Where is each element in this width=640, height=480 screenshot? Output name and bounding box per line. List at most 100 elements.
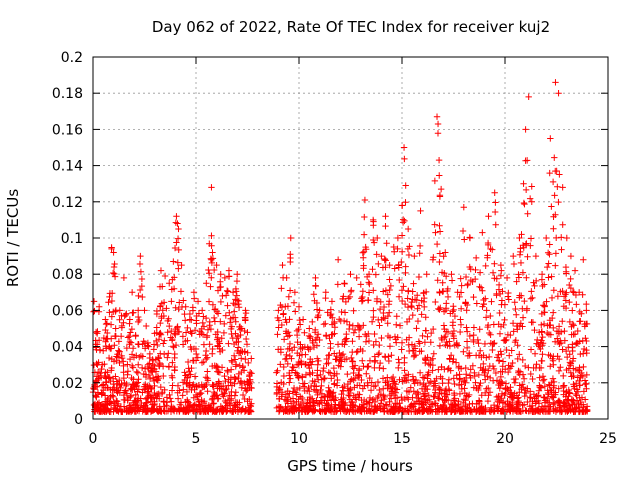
data-point <box>559 221 566 228</box>
data-point <box>511 379 519 386</box>
data-point <box>205 266 212 274</box>
data-point <box>106 309 113 316</box>
data-point <box>370 287 377 294</box>
data-point <box>286 408 293 415</box>
data-point <box>147 408 155 415</box>
data-point <box>543 298 550 305</box>
data-point <box>436 342 444 349</box>
data-point <box>517 259 525 267</box>
data-point <box>351 375 359 382</box>
data-point <box>583 403 591 410</box>
data-point <box>169 343 177 350</box>
data-point <box>229 289 237 296</box>
data-point <box>552 250 560 257</box>
data-point <box>110 393 117 400</box>
data-point <box>564 406 571 413</box>
data-point <box>338 352 345 359</box>
data-point <box>492 199 499 206</box>
data-point <box>576 377 583 385</box>
data-point <box>214 363 221 371</box>
data-point <box>109 375 117 382</box>
data-point <box>541 302 548 309</box>
data-point <box>101 360 108 368</box>
data-point <box>485 367 492 374</box>
data-point <box>416 369 424 376</box>
data-point <box>234 333 242 340</box>
data-point <box>192 345 200 353</box>
data-point <box>111 402 119 409</box>
data-point <box>524 398 531 406</box>
data-point <box>283 319 290 326</box>
data-point <box>318 394 326 401</box>
data-point <box>562 304 570 312</box>
data-point <box>217 318 224 325</box>
data-point <box>401 300 409 308</box>
data-point <box>106 398 114 405</box>
data-point <box>237 347 245 355</box>
data-point <box>204 388 211 395</box>
data-point <box>395 356 402 363</box>
data-point <box>205 270 213 277</box>
data-point <box>574 374 581 381</box>
data-point <box>363 400 371 408</box>
data-point <box>360 262 367 269</box>
data-point <box>527 235 535 242</box>
data-point <box>339 405 346 413</box>
data-point <box>535 341 542 349</box>
data-point <box>418 404 426 411</box>
data-point <box>137 252 144 260</box>
data-point <box>457 275 464 282</box>
data-point <box>507 402 515 409</box>
data-point <box>204 326 212 333</box>
data-point <box>447 400 455 408</box>
data-point <box>278 285 285 292</box>
data-point <box>519 269 527 276</box>
data-point <box>434 394 442 402</box>
data-point <box>421 303 428 311</box>
data-point <box>288 347 296 354</box>
data-point <box>555 323 563 330</box>
data-point <box>290 299 298 306</box>
x-tick-label: 25 <box>599 431 617 447</box>
data-point <box>583 349 590 357</box>
data-point <box>396 322 404 329</box>
data-point <box>366 374 373 382</box>
data-point <box>405 347 413 355</box>
data-point <box>284 403 292 411</box>
data-point <box>561 327 568 335</box>
data-point <box>528 198 535 205</box>
data-point <box>424 371 432 378</box>
data-point <box>210 266 218 274</box>
data-point <box>443 391 451 398</box>
data-point <box>504 397 511 405</box>
data-point <box>332 355 339 363</box>
data-point <box>400 144 408 151</box>
data-point <box>382 213 389 220</box>
data-point <box>451 312 459 320</box>
data-point <box>199 384 206 391</box>
data-point <box>561 400 568 407</box>
data-point <box>550 287 558 294</box>
data-point <box>327 397 335 404</box>
data-point <box>577 398 584 406</box>
data-point <box>523 274 530 282</box>
data-point <box>555 90 562 97</box>
data-point <box>127 392 135 399</box>
data-point <box>232 318 239 325</box>
data-point <box>363 370 370 377</box>
data-point <box>128 385 135 392</box>
data-point <box>313 299 321 307</box>
data-point <box>170 407 178 415</box>
data-point <box>90 298 98 305</box>
data-point <box>532 400 539 407</box>
data-point <box>208 232 215 239</box>
data-point <box>463 301 471 309</box>
data-point <box>451 391 458 399</box>
data-point <box>545 391 552 398</box>
data-point <box>133 380 140 387</box>
data-point <box>436 193 444 200</box>
data-point <box>545 260 552 267</box>
data-point <box>508 394 515 401</box>
data-point <box>209 400 217 408</box>
data-point <box>209 381 216 389</box>
